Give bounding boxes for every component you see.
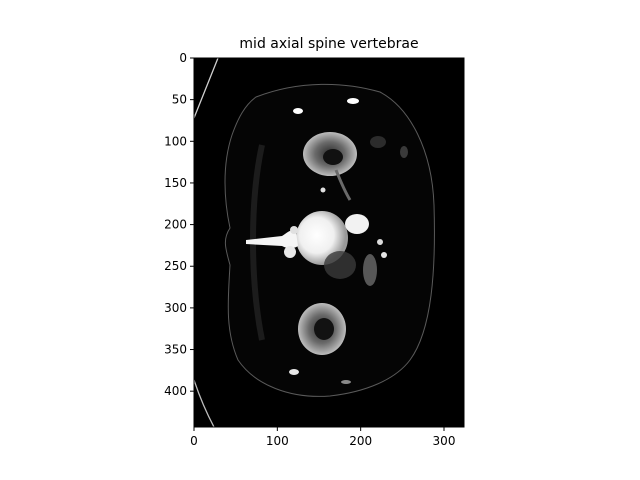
facet-right (290, 226, 298, 234)
x-tick-label: 200 (349, 434, 372, 448)
x-tick-label: 100 (266, 434, 289, 448)
x-tick-label: 0 (190, 434, 198, 448)
aorta (345, 214, 369, 234)
x-axis: 0 100 200 300 (190, 427, 455, 448)
vessel-small-2 (381, 252, 387, 258)
figure-title: mid axial spine vertebrae (239, 36, 418, 52)
vertebral-body (296, 211, 348, 265)
table-edge-top (194, 58, 219, 119)
bright-spot-1 (293, 108, 303, 114)
kidney-upper-hilum (334, 169, 352, 201)
spinous-process (246, 230, 298, 249)
bright-spot-3 (289, 369, 299, 375)
psoas-shadow (324, 251, 356, 279)
organ-grey-2 (370, 136, 386, 148)
bright-spot-2 (347, 98, 359, 104)
y-tick-label: 100 (164, 134, 187, 148)
vessel-small-1 (377, 239, 383, 245)
facet-left (284, 246, 296, 258)
y-tick-label: 250 (164, 259, 187, 273)
kidney-upper-pelvis (323, 149, 343, 165)
y-tick-label: 200 (164, 218, 187, 232)
organ-grey-3 (400, 146, 408, 158)
organ-grey-1 (363, 254, 377, 286)
y-tick-label: 350 (164, 343, 187, 357)
bright-spot-4 (341, 380, 351, 384)
y-axis: 0 50 100 150 200 250 300 350 400 (164, 51, 194, 398)
y-tick-label: 50 (172, 93, 187, 107)
x-tick-label: 300 (433, 434, 456, 448)
y-tick-label: 0 (179, 51, 187, 65)
y-tick-label: 150 (164, 176, 187, 190)
kidney-lower-pelvis (314, 318, 334, 340)
ct-image (194, 58, 464, 427)
vessel-small-3 (320, 187, 326, 193)
y-tick-label: 300 (164, 301, 187, 315)
table-edge-bottom (194, 379, 215, 427)
axes-frame (193, 57, 465, 428)
y-tick-label: 400 (164, 384, 187, 398)
